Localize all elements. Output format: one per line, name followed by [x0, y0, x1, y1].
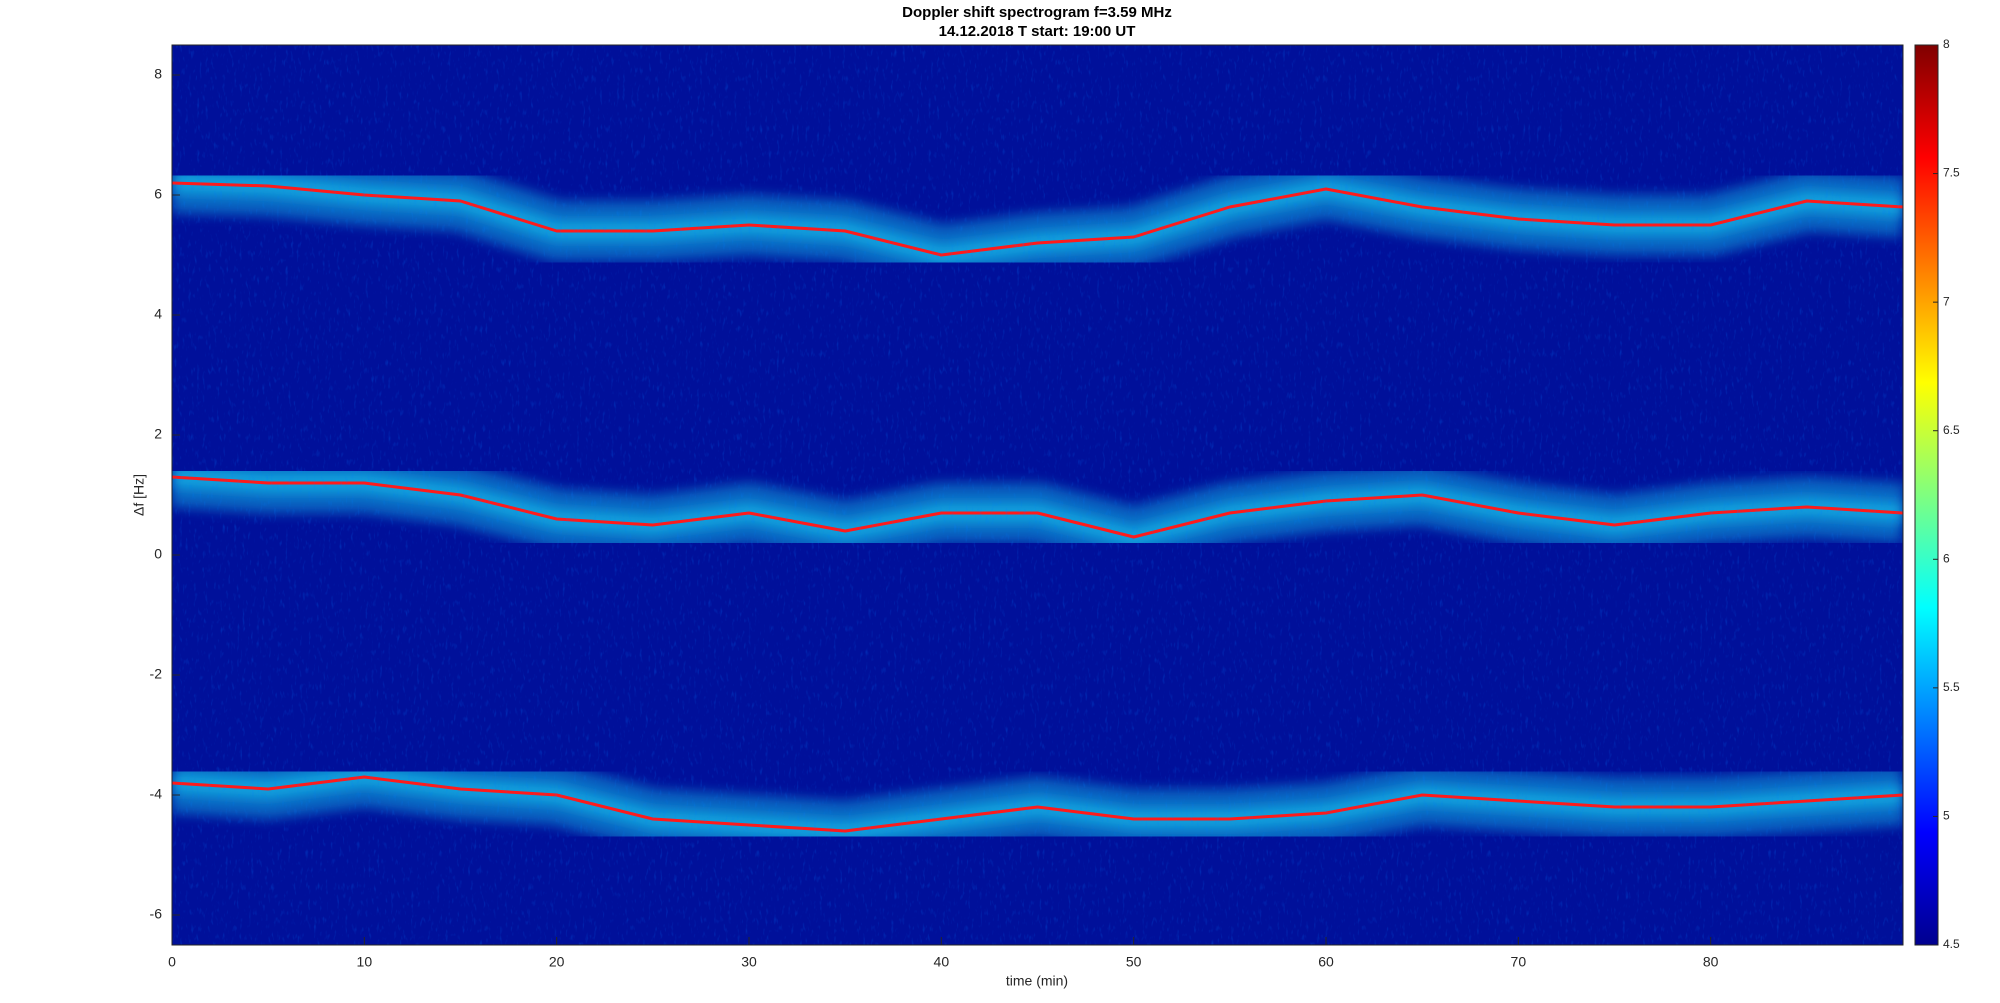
x-tick-label: 40 [934, 954, 950, 970]
y-tick-label: -2 [150, 666, 163, 682]
colorbar-tick-label: 5 [1943, 809, 1950, 823]
x-tick-label: 30 [741, 954, 757, 970]
x-tick-label: 70 [1511, 954, 1527, 970]
colorbar [1914, 44, 1939, 946]
colorbar-tick-label: 7 [1943, 294, 1950, 308]
colorbar-tick-label: 7.5 [1943, 166, 1960, 180]
x-tick-label: 20 [549, 954, 565, 970]
x-tick-label: 0 [168, 954, 176, 970]
y-tick-label: 8 [154, 66, 162, 82]
colorbar-tick-label: 6.5 [1943, 423, 1960, 437]
y-tick-label: -4 [150, 786, 163, 802]
speckle-texture [172, 45, 1903, 945]
x-axis-label: time (min) [1006, 973, 1068, 989]
x-tick-label: 10 [357, 954, 373, 970]
y-tick-label: 6 [154, 186, 162, 202]
colorbar-tick-label: 6 [1943, 551, 1950, 565]
chart-subtitle: 14.12.2018 T start: 19:00 UT [939, 23, 1136, 40]
y-tick-label: 4 [154, 306, 162, 322]
plot-frame [171, 44, 1904, 946]
chart-title: Doppler shift spectrogram f=3.59 MHz [902, 4, 1172, 21]
y-tick-label: 0 [154, 546, 162, 562]
y-tick-label: -6 [150, 906, 163, 922]
x-tick-label: 50 [1126, 954, 1142, 970]
x-tick-label: 80 [1703, 954, 1719, 970]
y-tick-label: 2 [154, 426, 162, 442]
colorbar-tick-label: 8 [1943, 37, 1950, 51]
colorbar-tick-label: 4.5 [1943, 937, 1960, 951]
x-tick-label: 60 [1318, 954, 1334, 970]
y-axis-label: Δf [Hz] [131, 474, 147, 516]
colorbar-tick-label: 5.5 [1943, 680, 1960, 694]
